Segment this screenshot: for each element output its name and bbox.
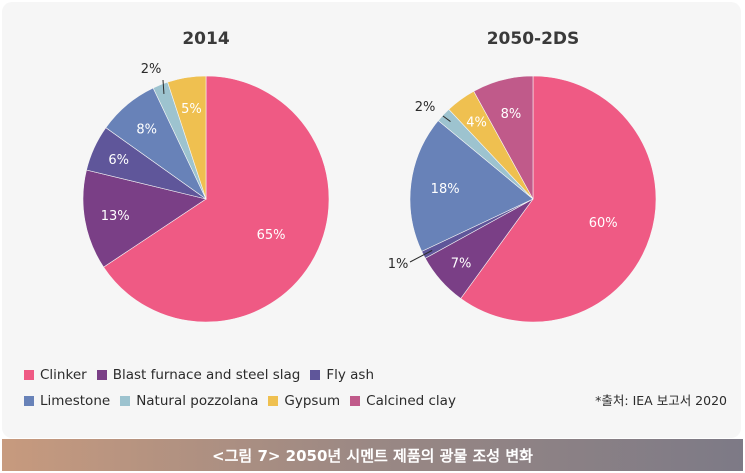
legend-item-gypsum: Gypsum — [268, 393, 340, 409]
legend-label-fly-ash: Fly ash — [326, 367, 375, 383]
legend-swatch-fly-ash — [310, 370, 321, 380]
slice-clinker — [103, 75, 330, 323]
legend-swatch-limestone — [24, 396, 34, 406]
slice-label-fly-ash: 6% — [108, 153, 129, 168]
slice-label-limestone: 8% — [136, 122, 157, 137]
legend-label-limestone: Limestone — [40, 393, 111, 409]
slice-label-natural-pozzolana: 2% — [415, 100, 436, 115]
legend-swatch-gypsum — [268, 396, 279, 406]
slice-label-fly-ash: 1% — [388, 257, 409, 272]
slice-label-blast-furnace-and-steel-slag: 13% — [101, 209, 130, 224]
figure-caption: <그림 7> 2050년 시멘트 제품의 광물 조성 변화 — [212, 446, 533, 465]
caption-bar: <그림 7> 2050년 시멘트 제품의 광물 조성 변화 — [2, 439, 743, 471]
chart-title-2050-2ds: 2050-2DS — [487, 29, 580, 49]
slice-label-calcined-clay: 8% — [501, 107, 522, 122]
legend-swatch-calcined-clay — [350, 396, 361, 406]
legend-item-calcined-clay: Calcined clay — [350, 393, 456, 409]
legend-item-clinker: Clinker — [24, 367, 87, 383]
slice-clinker — [460, 75, 657, 323]
slice-label-blast-furnace-and-steel-slag: 7% — [451, 256, 472, 271]
slice-label-gypsum: 5% — [181, 102, 202, 117]
slice-label-clinker: 65% — [257, 228, 286, 243]
legend-item-limestone: Limestone — [24, 393, 110, 409]
slice-label-clinker: 60% — [589, 216, 618, 231]
legend-label-blast-furnace-and-steel-slag: Blast furnace and steel slag — [112, 367, 301, 383]
leader-line-fly-ash — [409, 249, 433, 263]
slice-limestone — [409, 120, 534, 252]
legend-item-fly-ash: Fly ash — [310, 367, 374, 383]
chart-title-2014: 2014 — [182, 29, 229, 49]
legend-label-natural-pozzolana: Natural pozzolana — [136, 393, 259, 409]
legend-swatch-clinker — [24, 370, 34, 380]
legend-label-gypsum: Gypsum — [284, 393, 341, 409]
leader-line-natural-pozzolana — [162, 79, 165, 94]
slice-calcined-clay — [473, 75, 534, 200]
legend-label-clinker: Clinker — [40, 367, 87, 383]
slice-label-natural-pozzolana: 2% — [141, 62, 162, 77]
source-note: *출처: IEA 보고서 2020 — [595, 393, 727, 408]
legend-item-blast-furnace-and-steel-slag: Blast furnace and steel slag — [96, 367, 301, 383]
legend-swatch-natural-pozzolana — [120, 396, 131, 406]
pie-2014: 65% 13% 6% 8% 2% 5% — [82, 62, 330, 323]
leader-line-natural-pozzolana — [442, 115, 451, 122]
slice-label-gypsum: 4% — [466, 115, 487, 130]
legend: Clinker Blast furnace and steel slag Fly a… — [24, 362, 466, 414]
legend-swatch-blast-furnace-and-steel-slag — [96, 370, 107, 380]
legend-item-natural-pozzolana: Natural pozzolana — [120, 393, 258, 409]
legend-row-1: Clinker Blast furnace and steel slag Fly a… — [24, 362, 466, 388]
slice-gypsum — [167, 75, 207, 200]
slice-label-limestone: 18% — [431, 182, 460, 197]
legend-row-2: Limestone Natural pozzolana Gypsum Calcined… — [24, 388, 466, 414]
legend-label-calcined-clay: Calcined clay — [366, 393, 456, 409]
slice-blast-furnace-and-steel-slag — [82, 169, 207, 268]
pie-charts: 2014 2050-2DS 65% 13% 6% 8% 2% 5% 60% 7% 1% 18% 2… — [82, 29, 657, 323]
pie-2050-2ds: 60% 7% 1% 18% 2% 4% 8% — [388, 75, 657, 323]
